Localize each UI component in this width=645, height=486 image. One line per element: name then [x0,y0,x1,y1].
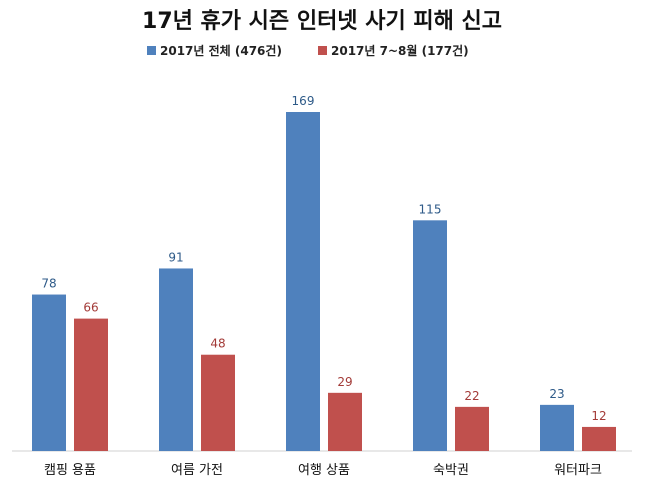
bar-jul-aug-3 [455,406,489,451]
bar-total-2 [286,112,320,451]
bar-total-0 [32,294,66,451]
value-label-total-4: 23 [549,387,564,401]
value-label-total-3: 115 [419,202,442,216]
legend-swatch-total [147,46,156,55]
bar-total-1 [159,268,193,451]
category-labels: 캠핑 용품 여름 가전 여행 상품 숙박권 워터파크 [44,462,602,478]
legend-swatch-jul-aug [318,46,327,55]
value-label-total-0: 78 [41,277,56,291]
bars [32,112,616,451]
value-label-jul-aug-4: 12 [591,409,606,423]
value-label-jul-aug-1: 48 [210,337,225,351]
bar-jul-aug-1 [201,354,235,451]
value-label-total-1: 91 [168,250,183,264]
value-label-total-2: 169 [292,94,315,108]
bar-jul-aug-2 [328,392,362,451]
category-label-3: 숙박권 [433,463,469,478]
legend: 2017년 전체 (476건) 2017년 7~8월 (177건) [147,43,469,58]
category-label-1: 여름 가전 [171,463,223,478]
legend-label-jul-aug: 2017년 7~8월 (177건) [331,43,469,58]
bar-jul-aug-4 [582,426,616,451]
bar-total-3 [413,220,447,451]
legend-label-total: 2017년 전체 (476건) [160,43,282,58]
category-label-4: 워터파크 [554,463,602,478]
bar-jul-aug-0 [74,318,108,451]
bar-total-4 [540,404,574,451]
value-label-jul-aug-2: 29 [337,375,352,389]
value-label-jul-aug-3: 22 [464,389,479,403]
chart-title: 17년 휴가 시즌 인터넷 사기 피해 신고 [142,9,502,34]
category-label-2: 여행 상품 [298,462,350,478]
category-label-0: 캠핑 용품 [44,463,96,478]
value-labels: 78 66 91 48 169 29 115 22 23 12 [41,94,606,423]
value-label-jul-aug-0: 66 [83,301,98,315]
